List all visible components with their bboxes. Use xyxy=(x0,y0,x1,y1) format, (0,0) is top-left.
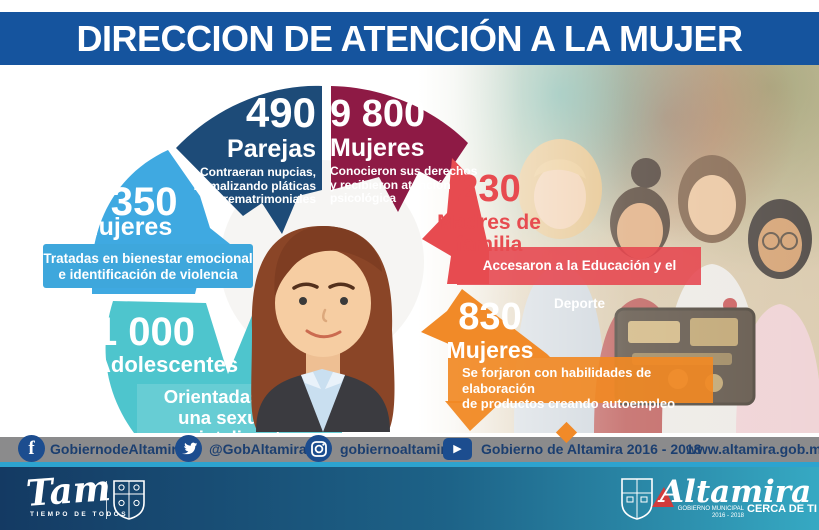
altamira-gov-label: GOBIERNO MUNICIPAL 2016 - 2018 xyxy=(677,506,744,519)
youtube-badge[interactable]: ▶ xyxy=(443,438,472,460)
segment-madres: 230 Madres de familia xyxy=(419,170,559,256)
tam-tagline: TIEMPO DE TODOS xyxy=(30,511,129,518)
adolescentes-value: 1 000 xyxy=(94,310,196,354)
altamira-tagline: CERCA DE TI xyxy=(747,503,817,515)
play-icon: ▶ xyxy=(453,442,462,455)
segment-adolescentes: 1 000 xyxy=(80,312,210,352)
autoempleo-desc: Se forjaron con habilidades de elaboraci… xyxy=(462,365,676,411)
page-title: DIRECCION DE ATENCIÓN A LA MUJER xyxy=(76,17,743,59)
adolescentes-label: Adolescentes xyxy=(95,352,239,377)
bienestar-label-wrap: Mujeres xyxy=(55,215,195,240)
bienestar-label: Mujeres xyxy=(77,213,173,241)
madres-desc: Accesaron a la Educación y el Deporte xyxy=(482,258,677,311)
facebook-handle[interactable]: GobiernodeAltamira xyxy=(50,441,185,457)
altamira-wordmark: Altamira xyxy=(660,474,812,510)
brand-bar xyxy=(0,467,819,530)
autoempleo-value: 830 xyxy=(458,296,522,338)
youtube-label: Gobierno de Altamira 2016 - 2018 xyxy=(481,441,702,457)
tam-shield-icon xyxy=(113,480,145,520)
twitter-badge[interactable] xyxy=(175,435,202,462)
bienestar-desc: Tratadas en bienestar emocional e identi… xyxy=(43,251,253,282)
altamira-a-accent xyxy=(652,487,674,507)
brand-divider xyxy=(106,481,107,519)
parejas-label: Parejas xyxy=(227,135,316,163)
parejas-value: 490 xyxy=(245,89,316,136)
tam-wordmark: Tam xyxy=(24,467,113,515)
instagram-badge[interactable] xyxy=(305,435,332,462)
altamira-crest-icon xyxy=(621,478,653,520)
social-bar xyxy=(0,437,819,462)
adolescentes-label-wrap: Adolescentes xyxy=(95,352,239,377)
madres-value: 230 xyxy=(457,168,521,210)
footer-accent-line xyxy=(0,462,819,467)
twitter-handle[interactable]: @GobAltamira xyxy=(209,441,307,457)
instagram-handle[interactable]: gobiernoaltamira xyxy=(340,441,454,457)
mujeres-derechos-value: 9 800 xyxy=(330,93,426,135)
header-bar: DIRECCION DE ATENCIÓN A LA MUJER xyxy=(0,12,819,65)
facebook-badge[interactable]: f xyxy=(18,435,45,462)
autoempleo-label: Mujeres xyxy=(446,337,534,363)
website-link[interactable]: www.altamira.gob.mx xyxy=(686,441,819,457)
twitter-icon xyxy=(181,442,197,455)
instagram-icon xyxy=(310,440,327,457)
segment-autoempleo: 830 Mujeres xyxy=(430,298,550,362)
mujeres-derechos-label: Mujeres xyxy=(330,134,425,162)
facebook-icon: f xyxy=(28,437,35,459)
